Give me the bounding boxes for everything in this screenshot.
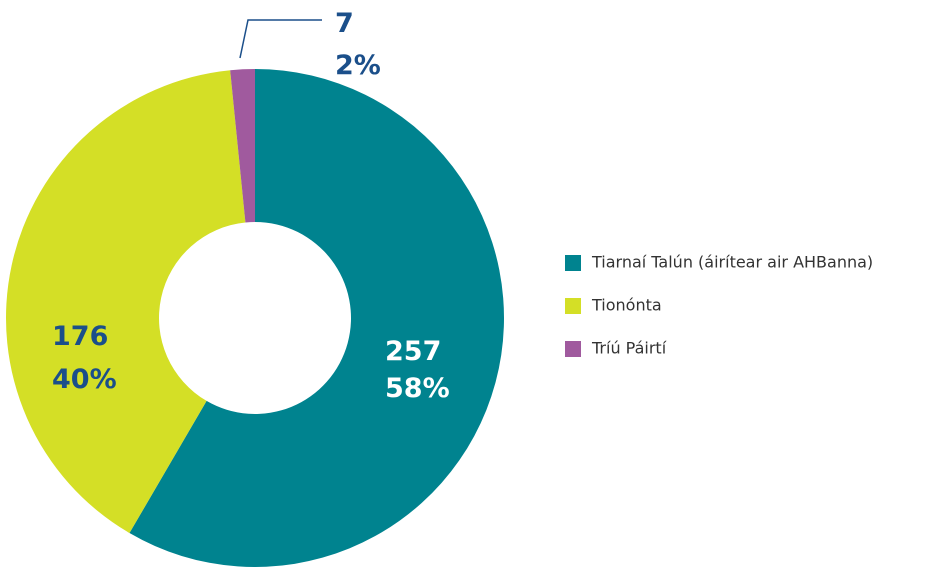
legend-label: Tionónta	[591, 296, 662, 315]
legend-label: Tríú Páirtí	[591, 339, 667, 358]
legend-swatch	[565, 341, 581, 357]
legend-label: Tiarnaí Talún (áirítear air AHBanna)	[591, 253, 873, 272]
leader-line	[239, 19, 322, 59]
legend-swatch	[565, 298, 581, 314]
percent-label: 2%	[335, 50, 381, 81]
slice	[5, 70, 246, 534]
value-label: 176	[52, 321, 108, 352]
value-label: 257	[385, 336, 441, 367]
percent-label: 58%	[385, 373, 450, 404]
value-label: 7	[335, 8, 354, 39]
slice	[129, 69, 504, 567]
percent-label: 40%	[52, 364, 117, 395]
slice	[230, 69, 255, 223]
legend-swatch	[565, 255, 581, 271]
